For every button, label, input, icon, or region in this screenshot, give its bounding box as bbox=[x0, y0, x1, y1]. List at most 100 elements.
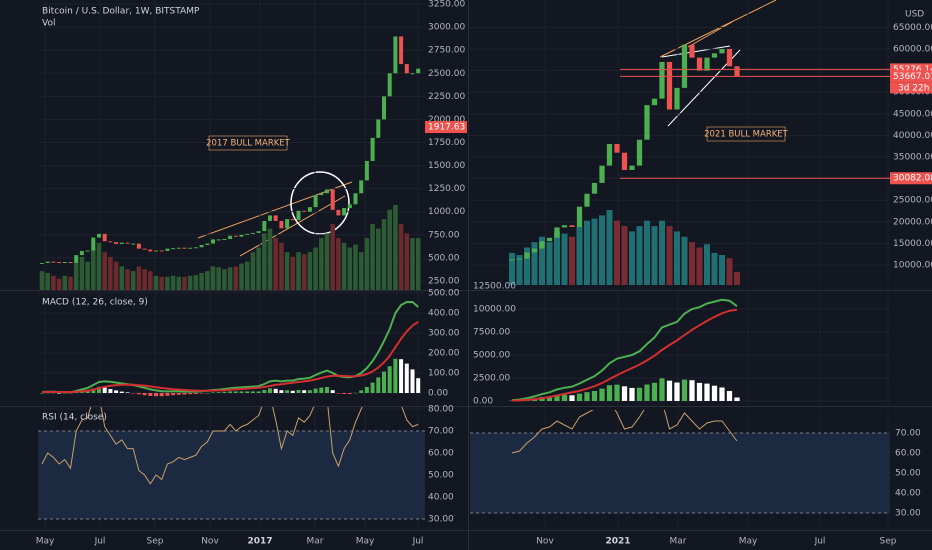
volume-bar bbox=[689, 242, 695, 285]
y-tick-label: 1000.00 bbox=[428, 207, 465, 217]
volume-bar bbox=[336, 238, 341, 290]
time-label: Jul bbox=[94, 537, 106, 547]
candle bbox=[711, 53, 718, 58]
histogram-bar bbox=[416, 378, 421, 393]
y-tick-label: 12500.00 bbox=[473, 282, 516, 292]
histogram-bar bbox=[222, 391, 227, 393]
volume-bar bbox=[273, 238, 278, 290]
histogram-bar bbox=[644, 384, 650, 401]
candle bbox=[621, 152, 628, 170]
candle bbox=[319, 193, 324, 196]
candle bbox=[416, 68, 421, 74]
candle bbox=[285, 219, 290, 229]
histogram-bar bbox=[154, 393, 158, 397]
price-tag-label: 55276.14 bbox=[893, 65, 932, 75]
volume-bar bbox=[79, 256, 85, 290]
price-tag bbox=[890, 70, 932, 83]
volume-bar bbox=[45, 273, 50, 290]
histogram-bar bbox=[382, 371, 386, 393]
y-tick-label: 1250.00 bbox=[428, 184, 465, 194]
histogram-bar bbox=[57, 393, 62, 394]
countdown: 3d 22h bbox=[898, 83, 929, 93]
signal-line bbox=[42, 320, 419, 393]
histogram-bar bbox=[569, 395, 575, 401]
histogram-bar bbox=[711, 385, 718, 401]
y-tick-label: 750.00 bbox=[428, 230, 460, 240]
candle bbox=[57, 262, 62, 264]
volume-bar bbox=[681, 236, 688, 285]
histogram-bar bbox=[359, 390, 364, 393]
volume-bar bbox=[119, 266, 125, 290]
volume-bar bbox=[187, 275, 193, 290]
candle bbox=[689, 44, 695, 58]
histogram-bar bbox=[364, 387, 369, 393]
histogram-bar bbox=[546, 396, 553, 401]
price-tag bbox=[425, 121, 467, 134]
candle bbox=[148, 249, 153, 252]
candle bbox=[262, 220, 267, 232]
histogram-bar bbox=[125, 392, 130, 393]
candle bbox=[404, 64, 409, 74]
histogram-bar bbox=[404, 363, 409, 393]
volume-title: Vol bbox=[42, 19, 55, 29]
candle bbox=[182, 247, 187, 249]
rsi-line bbox=[41, 407, 419, 485]
volume-bar bbox=[62, 275, 68, 290]
candle bbox=[644, 105, 650, 140]
histogram-bar bbox=[313, 388, 318, 393]
volume-bar bbox=[130, 271, 136, 290]
volume-bar bbox=[176, 276, 182, 290]
candle bbox=[606, 144, 613, 166]
histogram-bar bbox=[182, 393, 187, 395]
histogram-bar bbox=[165, 393, 170, 396]
macd-line bbox=[511, 298, 738, 402]
volume-bar bbox=[330, 223, 335, 290]
histogram-bar bbox=[119, 391, 124, 393]
volume-bar bbox=[636, 226, 643, 285]
candle bbox=[382, 96, 386, 120]
volume-bar bbox=[561, 233, 568, 285]
y-tick-label: 80.00 bbox=[428, 404, 454, 414]
volume-bar bbox=[606, 210, 613, 285]
volume-bar bbox=[296, 252, 301, 290]
histogram-bar bbox=[393, 358, 398, 393]
volume-bar bbox=[381, 219, 387, 290]
candle bbox=[509, 259, 515, 261]
histogram-bar bbox=[659, 378, 665, 401]
volume-bar bbox=[629, 231, 635, 285]
candle bbox=[279, 220, 284, 229]
candle bbox=[734, 66, 740, 77]
volume-bar bbox=[341, 242, 347, 290]
y-tick-label: 40.00 bbox=[428, 492, 454, 502]
histogram-bar bbox=[296, 390, 301, 393]
volume-bar bbox=[216, 267, 221, 290]
volume-bar bbox=[73, 261, 79, 290]
y-tick-label: 30.00 bbox=[895, 509, 921, 519]
histogram-bar bbox=[205, 393, 210, 394]
volume-bar bbox=[313, 247, 318, 290]
volume-bar bbox=[319, 238, 324, 290]
volume-bar bbox=[324, 233, 330, 290]
volume-bar bbox=[250, 252, 256, 290]
volume-bar bbox=[39, 271, 45, 290]
histogram-bar bbox=[131, 393, 136, 394]
histogram-bar bbox=[584, 392, 590, 401]
volume-bar bbox=[644, 220, 650, 285]
volume-bar bbox=[165, 276, 170, 290]
histogram-bar bbox=[40, 393, 44, 394]
candle bbox=[176, 247, 181, 249]
y-tick-label: 70.00 bbox=[895, 429, 921, 439]
y-tick-label: 40.00 bbox=[895, 489, 921, 499]
histogram-bar bbox=[290, 390, 295, 393]
y-tick-label: 500.00 bbox=[428, 253, 460, 263]
trend-line bbox=[687, 21, 733, 48]
volume-bar bbox=[102, 252, 107, 290]
candle bbox=[165, 248, 170, 251]
volume-bar bbox=[96, 242, 102, 290]
volume-bar bbox=[591, 218, 598, 285]
histogram-bar bbox=[199, 393, 204, 394]
y-tick-label: 1750.00 bbox=[428, 138, 465, 148]
volume-bar bbox=[410, 238, 415, 290]
histogram-bar bbox=[307, 390, 312, 393]
